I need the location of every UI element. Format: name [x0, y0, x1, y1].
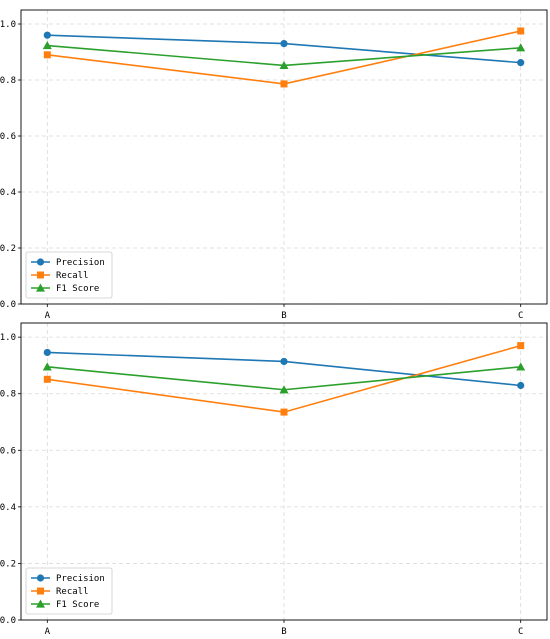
legend-label-recall: Recall: [56, 587, 89, 597]
y-tick-label: 0.8: [0, 390, 16, 400]
legend-label-f1-score: F1 Score: [56, 284, 99, 294]
legend-marker-f1-score: [36, 599, 45, 608]
axes-frame: [20, 9, 548, 305]
legend: Precision Recall F1 Score: [25, 567, 113, 615]
data-point-f1-score: [279, 60, 289, 70]
legend: Precision Recall F1 Score: [25, 251, 113, 299]
y-tick-label: 0.4: [0, 188, 16, 198]
data-point-f1-score: [516, 43, 526, 52]
y-tick-label: 0.8: [0, 76, 16, 86]
legend-label-precision: Precision: [56, 258, 105, 268]
y-tick-label: 0.2: [0, 559, 16, 569]
plot-bottom: 0.0 0.2 0.4 0.6 0.8 1.0 A B C Precision Recall F1 S…: [0, 322, 548, 637]
data-point-precision: [43, 31, 51, 39]
data-point-recall: [280, 408, 288, 416]
data-point-recall: [43, 51, 51, 59]
legend-marker-precision: [36, 574, 45, 582]
y-tick-label: 0.0: [0, 616, 16, 626]
legend-marker-recall: [37, 271, 44, 279]
legend-marker-f1-score: [36, 283, 45, 292]
x-tick-label: C: [518, 627, 523, 637]
plot-top: 0.0 0.2 0.4 0.6 0.8 1.0 A B C Precision Recall F1 S…: [0, 9, 548, 321]
data-point-f1-score: [42, 362, 52, 371]
data-point-recall: [517, 342, 525, 350]
data-point-f1-score: [279, 385, 289, 394]
data-point-recall: [43, 375, 51, 383]
legend-marker-recall: [37, 587, 44, 595]
x-tick-label: A: [45, 627, 51, 637]
x-tick-label: A: [45, 311, 51, 321]
data-point-precision: [517, 59, 525, 67]
y-tick-label: 1.0: [0, 20, 16, 30]
y-tick-label: 0.4: [0, 503, 16, 513]
legend-label-recall: Recall: [56, 271, 89, 281]
y-tick-label: 0.0: [0, 300, 16, 310]
data-point-f1-score: [516, 362, 526, 371]
x-tick-label: C: [518, 311, 523, 321]
axes-frame: [20, 322, 548, 621]
legend-label-f1-score: F1 Score: [56, 600, 99, 610]
data-point-precision: [43, 348, 51, 357]
y-tick-label: 1.0: [0, 333, 16, 343]
legend-box: [25, 251, 113, 299]
data-point-precision: [280, 357, 288, 366]
y-tick-label: 0.6: [0, 446, 16, 456]
x-tick-label: B: [281, 311, 286, 321]
data-point-precision: [517, 381, 525, 390]
y-tick-label: 0.6: [0, 132, 16, 142]
y-tick-label: 0.2: [0, 244, 16, 254]
data-point-f1-score: [42, 41, 52, 50]
data-point-recall: [280, 80, 288, 88]
x-tick-label: B: [281, 627, 286, 637]
data-point-precision: [280, 40, 288, 48]
legend-box: [25, 567, 113, 615]
legend-label-precision: Precision: [56, 574, 105, 584]
data-point-recall: [517, 27, 525, 35]
legend-marker-precision: [36, 258, 45, 266]
